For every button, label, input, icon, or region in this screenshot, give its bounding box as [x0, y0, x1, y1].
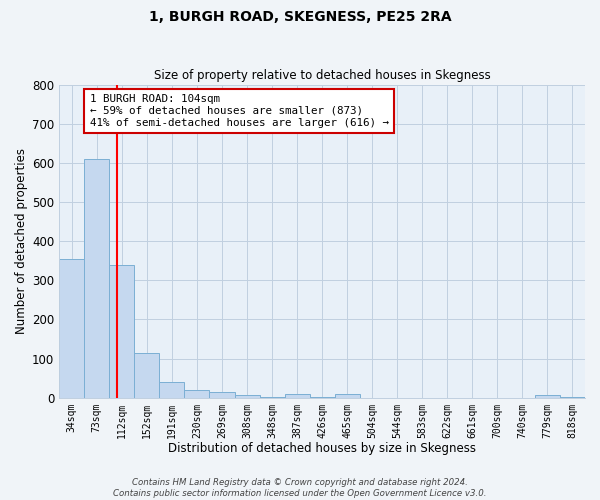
Bar: [109, 264, 134, 398]
Y-axis label: Number of detached properties: Number of detached properties: [15, 148, 28, 334]
Bar: [260, 397, 284, 398]
Title: Size of property relative to detached houses in Skegness: Size of property relative to detached ho…: [154, 69, 491, 82]
Bar: [59, 259, 85, 398]
Bar: [134, 354, 160, 398]
Bar: [184, 390, 209, 398]
Text: 1 BURGH ROAD: 104sqm
← 59% of detached houses are smaller (873)
41% of semi-deta: 1 BURGH ROAD: 104sqm ← 59% of detached h…: [90, 94, 389, 128]
Bar: [335, 394, 359, 398]
Bar: [535, 394, 560, 398]
X-axis label: Distribution of detached houses by size in Skegness: Distribution of detached houses by size …: [168, 442, 476, 455]
Text: 1, BURGH ROAD, SKEGNESS, PE25 2RA: 1, BURGH ROAD, SKEGNESS, PE25 2RA: [149, 10, 451, 24]
Bar: [284, 394, 310, 398]
Bar: [235, 394, 260, 398]
Bar: [560, 397, 585, 398]
Bar: [209, 392, 235, 398]
Bar: [85, 159, 109, 398]
Bar: [160, 382, 184, 398]
Text: Contains HM Land Registry data © Crown copyright and database right 2024.
Contai: Contains HM Land Registry data © Crown c…: [113, 478, 487, 498]
Bar: [310, 397, 335, 398]
